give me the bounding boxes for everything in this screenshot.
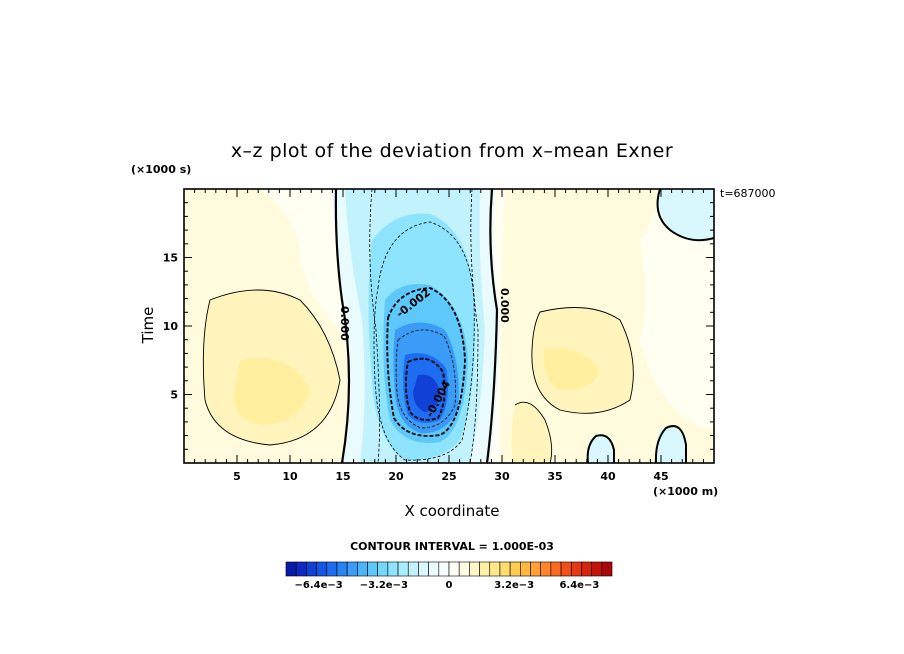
positive-core-west — [234, 358, 310, 425]
colorbar-swatch — [306, 561, 317, 577]
y-tick-label: 10 — [163, 320, 179, 333]
axis-ticks — [184, 189, 714, 463]
colorbar-swatch — [509, 561, 521, 577]
colorbar-swatch — [285, 561, 297, 577]
colorbar-swatch — [489, 561, 501, 577]
colorbar-tick-label: −3.2e−3 — [360, 580, 408, 591]
colorbar-tick-label: 6.4e−3 — [559, 580, 599, 591]
colorbar-swatch — [540, 561, 552, 577]
contour-lines — [202, 189, 714, 463]
positive-core-east — [544, 347, 600, 391]
x-tick-label: 45 — [653, 470, 668, 483]
colorbar-swatch — [479, 561, 491, 577]
x-tick-label: 10 — [282, 470, 298, 483]
colorbar-swatch — [581, 561, 592, 577]
x-tick-label: 30 — [494, 470, 510, 483]
contour-label: 0.000 — [498, 288, 511, 323]
x-tick-label: 25 — [441, 470, 456, 483]
y-tick-label: 5 — [170, 389, 178, 402]
colorbar-swatch — [377, 561, 389, 577]
negative-patch-s1 — [587, 435, 615, 463]
colorbar-swatch — [428, 561, 440, 577]
negative-patch-ne — [658, 189, 714, 242]
colorbar-tick-labels: −6.4e−3 −3.2e−3 0 3.2e−3 6.4e−3 — [294, 580, 599, 591]
colorbar-swatch — [418, 561, 429, 577]
colorbar-swatch — [591, 561, 603, 577]
field-shading — [184, 189, 714, 463]
colorbar-swatch — [438, 561, 450, 577]
x-tick-label: 40 — [600, 470, 616, 483]
colorbar-swatch — [601, 561, 613, 577]
colorbar-swatch — [550, 561, 562, 577]
y-tick-label: 15 — [163, 252, 178, 265]
contour-label: 0.000 — [338, 306, 351, 341]
colorbar-swatch — [458, 561, 470, 577]
neg-contour-3 — [395, 329, 456, 429]
x-unit-label: (×1000 m) — [653, 485, 719, 498]
colorbar-swatch — [387, 561, 399, 577]
x-tick-label: 5 — [233, 470, 241, 483]
zero-contour-ne — [656, 189, 714, 242]
colorbar-swatch — [326, 561, 338, 577]
colorbar-swatch — [367, 561, 378, 577]
colorbar — [285, 561, 613, 577]
contour-interval-label: CONTOUR INTERVAL = 1.000E-03 — [350, 540, 554, 553]
zero-contour-s2 — [654, 425, 687, 463]
x-tick-label: 15 — [335, 470, 350, 483]
negative-patch-s2 — [655, 426, 687, 463]
colorbar-swatch — [570, 561, 582, 577]
colorbar-swatch — [397, 561, 409, 577]
colorbar-swatch — [520, 561, 531, 577]
positive-region-southeast — [511, 402, 552, 463]
x-axis-label: X coordinate — [404, 502, 500, 520]
negative-core — [413, 374, 440, 412]
x-tick-label: 20 — [388, 470, 404, 483]
colorbar-tick-label: −6.4e−3 — [294, 580, 342, 591]
colorbar-swatch — [316, 561, 328, 577]
colorbar-tick-label: 3.2e−3 — [494, 580, 534, 591]
x-tick-label: 35 — [547, 470, 562, 483]
zero-contour-west — [334, 189, 351, 463]
colorbar-swatch — [560, 561, 572, 577]
time-label: t=687000 — [720, 187, 776, 200]
colorbar-swatch — [448, 561, 460, 577]
colorbar-swatch — [407, 561, 419, 577]
neg-contour-1 — [373, 221, 475, 461]
colorbar-swatch — [469, 561, 480, 577]
axis-tick-labels: 5 10 15 20 25 30 35 40 45 5 10 15 — [163, 252, 669, 484]
y-unit-label: (×1000 s) — [131, 163, 192, 176]
neg-contour-1b — [469, 189, 479, 463]
pos-contour-west — [202, 289, 341, 446]
neg-contour-1a — [369, 189, 380, 463]
colorbar-swatch — [530, 561, 541, 577]
zero-contour-s1 — [586, 434, 615, 463]
pos-contour-east — [531, 307, 634, 414]
chart-title: x–z plot of the deviation from x–mean Ex… — [230, 140, 674, 162]
colorbar-swatch — [295, 561, 307, 577]
zero-contour-east — [485, 189, 499, 463]
colorbar-swatch — [499, 561, 511, 577]
colorbar-swatch — [357, 561, 368, 577]
colorbar-swatch — [346, 561, 358, 577]
neg-contour-4 — [405, 357, 446, 421]
colorbar-swatch — [336, 561, 348, 577]
pos-contour-southeast — [514, 401, 553, 463]
neg-contour-2 — [386, 287, 466, 437]
colorbar-tick-label: 0 — [446, 580, 453, 591]
